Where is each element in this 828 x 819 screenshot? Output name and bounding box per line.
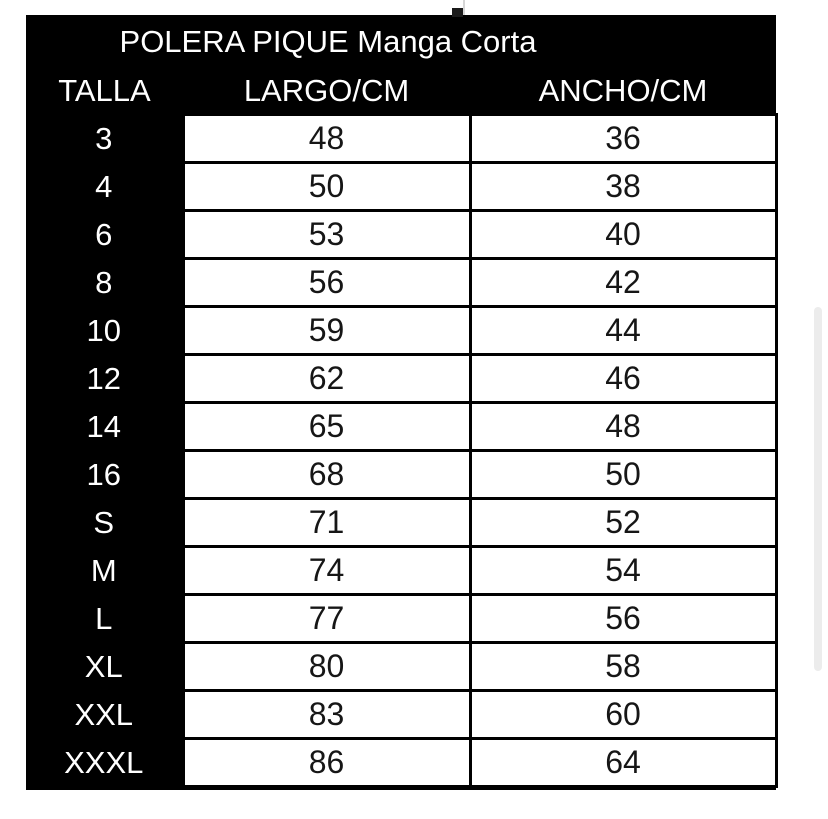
measure-value-cell: 54 (468, 545, 778, 596)
measure-value-cell: 77 (181, 593, 472, 644)
measure-value-cell: 36 (468, 113, 778, 164)
top-edge-notch-artifact (452, 8, 463, 17)
size-label-cell: 8 (26, 258, 183, 307)
size-label-cell: S (26, 498, 183, 547)
measure-value-cell: 74 (181, 545, 472, 596)
measure-value-cell: 56 (468, 593, 778, 644)
measure-value-cell: 65 (181, 401, 472, 452)
measure-value-cell: 42 (468, 257, 778, 308)
table-row: 8 56 42 (26, 257, 778, 308)
size-label-cell: 3 (26, 114, 183, 163)
table-row: 4 50 38 (26, 161, 778, 212)
table-row: M 74 54 (26, 545, 778, 596)
measure-value-cell: 50 (468, 449, 778, 500)
size-label-cell: XXL (26, 690, 183, 739)
table-row: 14 65 48 (26, 401, 778, 452)
measure-value-cell: 44 (468, 305, 778, 356)
measure-value-cell: 62 (181, 353, 472, 404)
measure-value-cell: 53 (181, 209, 472, 260)
size-chart-sheet: POLERA PIQUE Manga Corta TALLA LARGO/CM … (26, 15, 778, 790)
top-edge-seam-artifact (463, 0, 465, 15)
table-row: 6 53 40 (26, 209, 778, 260)
size-label-cell: 10 (26, 306, 183, 355)
measure-value-cell: 68 (181, 449, 472, 500)
measure-value-cell: 86 (181, 737, 472, 788)
table-row: XXL 83 60 (26, 689, 778, 740)
measure-value-cell: 71 (181, 497, 472, 548)
measure-value-cell: 56 (181, 257, 472, 308)
table-row: 12 62 46 (26, 353, 778, 404)
column-header-largo: LARGO/CM (243, 72, 410, 108)
measure-value-cell: 60 (468, 689, 778, 740)
column-header-talla: TALLA (58, 72, 151, 108)
measure-value-cell: 50 (181, 161, 472, 212)
measure-value-cell: 48 (468, 401, 778, 452)
measure-value-cell: 48 (181, 113, 472, 164)
measure-value-cell: 46 (468, 353, 778, 404)
column-header-ancho: ANCHO/CM (538, 72, 708, 108)
measure-value-cell: 59 (181, 305, 472, 356)
measure-value-cell: 58 (468, 641, 778, 692)
measure-value-cell: 64 (468, 737, 778, 788)
size-label-cell: 14 (26, 402, 183, 451)
table-row: 3 48 36 (26, 113, 778, 164)
table-row: XXXL 86 64 (26, 737, 778, 788)
table-row: S 71 52 (26, 497, 778, 548)
size-chart-title: POLERA PIQUE Manga Corta (119, 23, 537, 59)
size-label-cell: 12 (26, 354, 183, 403)
size-label-cell: L (26, 594, 183, 643)
measure-value-cell: 83 (181, 689, 472, 740)
measure-value-cell: 80 (181, 641, 472, 692)
size-label-cell: 16 (26, 450, 183, 499)
vertical-scrollbar-thumb[interactable] (814, 307, 822, 671)
size-label-cell: M (26, 546, 183, 595)
table-header-row: TALLA LARGO/CM ANCHO/CM (26, 68, 776, 113)
size-label-cell: XL (26, 642, 183, 691)
measure-value-cell: 52 (468, 497, 778, 548)
size-table-body: 3 48 36 4 50 38 6 53 40 8 56 42 10 59 44 12 62 46 14 65 48 16… (26, 113, 778, 788)
table-row: 10 59 44 (26, 305, 778, 356)
measure-value-cell: 40 (468, 209, 778, 260)
table-row: XL 80 58 (26, 641, 778, 692)
size-label-cell: 6 (26, 210, 183, 259)
measure-value-cell: 38 (468, 161, 778, 212)
size-label-cell: 4 (26, 162, 183, 211)
table-row: 16 68 50 (26, 449, 778, 500)
size-table: 3 48 36 4 50 38 6 53 40 8 56 42 10 59 44 12 62 46 14 65 48 16… (26, 113, 778, 788)
table-row: L 77 56 (26, 593, 778, 644)
size-label-cell: XXXL (26, 738, 183, 787)
